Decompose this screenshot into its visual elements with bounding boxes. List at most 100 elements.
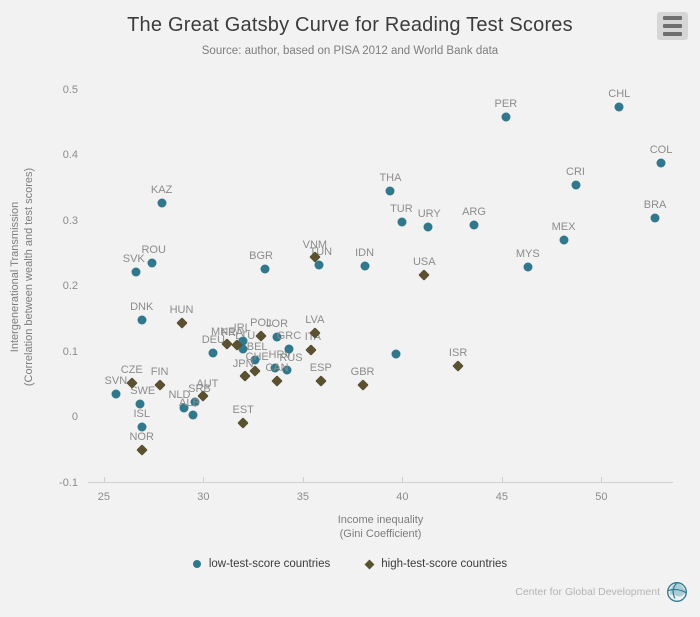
chart-legend: low-test-score countries high-test-score… xyxy=(0,558,700,570)
data-point-swe[interactable] xyxy=(135,399,145,409)
data-point-arg[interactable] xyxy=(469,220,479,230)
data-point-label-svn: SVN xyxy=(104,374,128,387)
menu-bar-1 xyxy=(663,16,682,20)
data-point-chl[interactable] xyxy=(614,102,624,112)
globe-icon xyxy=(666,581,688,603)
data-point-jor[interactable] xyxy=(272,332,282,342)
x-axis-line xyxy=(88,482,673,483)
x-axis-tick-label: 45 xyxy=(495,491,508,503)
menu-bar-3 xyxy=(663,32,682,36)
data-point-label-isl: ISL xyxy=(133,407,150,420)
data-point-label-bgr: BGR xyxy=(249,249,273,262)
x-axis-tick xyxy=(402,477,404,483)
data-point-label-bra: BRA xyxy=(643,198,667,211)
data-point-svk[interactable] xyxy=(131,267,141,277)
data-point-lva[interactable] xyxy=(309,327,321,339)
data-point-est[interactable] xyxy=(237,417,249,429)
data-point-label-tha: THA xyxy=(379,172,402,185)
data-point-tha[interactable] xyxy=(385,186,395,196)
data-point-rus2[interactable] xyxy=(391,349,401,359)
data-point-ltu[interactable] xyxy=(238,344,248,354)
data-point-idn[interactable] xyxy=(360,261,370,271)
data-point-mys[interactable] xyxy=(523,262,533,272)
data-point-label-hun: HUN xyxy=(169,304,194,317)
data-point-label-bel: BEL xyxy=(246,341,268,354)
x-axis-label-line1: Income inequality xyxy=(337,514,424,526)
data-point-svn[interactable] xyxy=(111,389,121,399)
data-point-isl[interactable] xyxy=(137,422,147,432)
legend-label-high: high-test-score countries xyxy=(381,558,508,570)
data-point-isr[interactable] xyxy=(452,359,464,372)
data-point-nor[interactable] xyxy=(136,443,148,456)
x-axis-tick-label: 40 xyxy=(396,491,409,503)
data-point-label-idn: IDN xyxy=(355,247,375,259)
data-point-mex[interactable] xyxy=(559,235,569,245)
data-point-alb[interactable] xyxy=(188,410,198,420)
data-point-label-chl: CHL xyxy=(608,88,631,101)
legend-item-high[interactable]: high-test-score countries xyxy=(364,558,508,570)
x-axis-tick-label: 25 xyxy=(97,491,111,503)
data-point-per[interactable] xyxy=(501,112,511,122)
data-point-ita[interactable] xyxy=(305,344,317,356)
data-point-col[interactable] xyxy=(656,158,666,168)
data-point-rus[interactable] xyxy=(282,365,292,375)
data-point-gbr[interactable] xyxy=(356,379,369,391)
data-point-label-arg: ARG xyxy=(462,206,486,219)
data-point-rou[interactable] xyxy=(147,258,157,268)
menu-bar-2 xyxy=(663,24,682,28)
data-point-pol[interactable] xyxy=(255,329,267,342)
legend-item-low[interactable]: low-test-score countries xyxy=(192,558,331,570)
data-point-label-ury: URY xyxy=(417,207,441,220)
y-axis-tick-label: -0.1 xyxy=(59,477,78,489)
legend-circle-marker-icon xyxy=(192,560,201,568)
x-axis-tick-label: 35 xyxy=(296,491,310,503)
data-point-grc[interactable] xyxy=(284,344,294,354)
data-point-label-nld: NLD xyxy=(168,389,191,402)
data-point-ury[interactable] xyxy=(423,222,433,232)
data-point-cze[interactable] xyxy=(126,377,138,389)
data-point-deu[interactable] xyxy=(208,348,218,358)
data-point-usa[interactable] xyxy=(418,268,430,281)
x-axis-tick xyxy=(501,477,503,483)
data-point-tun[interactable] xyxy=(314,260,324,270)
data-point-label-gbr: GBR xyxy=(350,366,375,379)
data-point-label-dnk: DNK xyxy=(130,300,154,313)
data-point-label-col: COL xyxy=(649,144,673,157)
data-point-label-nor: NOR xyxy=(129,430,154,443)
chart-subtitle: Source: author, based on PISA 2012 and W… xyxy=(201,45,499,57)
legend-label-low: low-test-score countries xyxy=(208,558,331,570)
x-axis-tick xyxy=(203,477,205,483)
data-point-fin[interactable] xyxy=(153,379,166,391)
y-axis-label-line1: Intergenerational Transmission xyxy=(9,201,21,352)
data-point-irl[interactable] xyxy=(238,336,248,346)
data-point-esp[interactable] xyxy=(315,375,327,387)
data-point-label-rou: ROU xyxy=(141,244,166,257)
data-point-label-mne: MNE xyxy=(211,326,236,339)
data-point-kaz[interactable] xyxy=(157,198,167,208)
data-point-label-usa: USA xyxy=(412,255,436,268)
data-point-tur[interactable] xyxy=(397,217,407,227)
data-point-nld[interactable] xyxy=(179,403,188,413)
data-point-label-kaz: KAZ xyxy=(150,184,173,197)
data-point-jpn[interactable] xyxy=(239,370,251,382)
data-point-bra[interactable] xyxy=(650,213,660,222)
data-point-dnk[interactable] xyxy=(137,315,147,325)
data-point-label-cze: CZE xyxy=(120,363,143,376)
data-point-label-vnm: VNM xyxy=(302,239,328,252)
data-point-srb[interactable] xyxy=(190,397,200,407)
data-point-cri[interactable] xyxy=(571,180,580,190)
x-axis-label: Income inequality (Gini Coefficient) xyxy=(88,513,673,541)
data-point-hun[interactable] xyxy=(175,317,188,329)
hamburger-menu-icon[interactable] xyxy=(657,12,688,40)
data-point-label-est: EST xyxy=(232,403,254,416)
data-point-label-svk: SVK xyxy=(122,252,145,265)
data-point-che[interactable] xyxy=(249,365,261,377)
data-point-can[interactable] xyxy=(271,375,283,388)
data-point-bgr[interactable] xyxy=(260,264,270,274)
data-point-bel[interactable] xyxy=(250,355,260,365)
y-axis-label-line2: (Correlation between wealth and test sco… xyxy=(23,167,35,386)
y-axis-tick-label: 0.1 xyxy=(62,345,78,358)
data-point-hrv[interactable] xyxy=(270,363,280,373)
data-point-label-jor: JOR xyxy=(266,318,289,331)
